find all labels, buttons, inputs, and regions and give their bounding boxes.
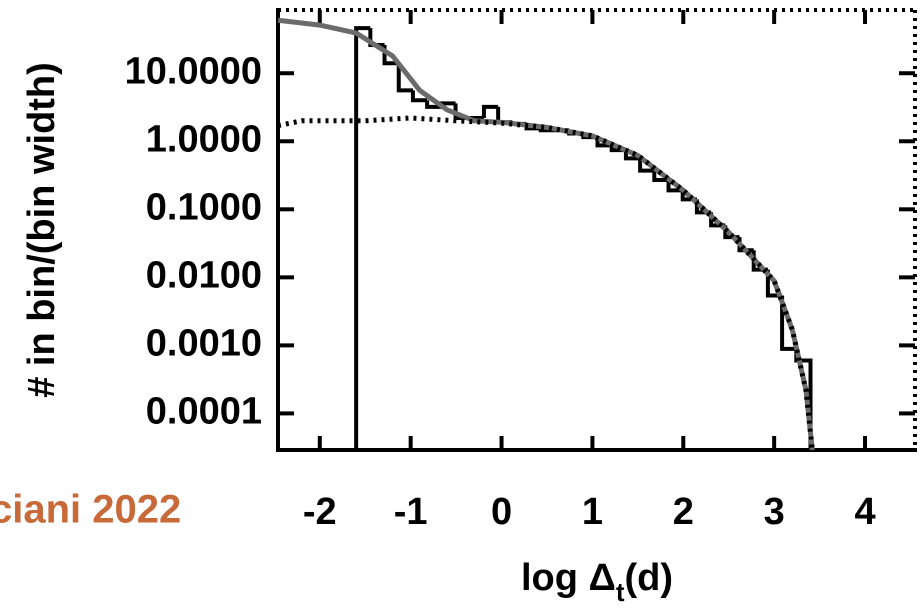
y-tick-label: 0.0010 [146,322,262,364]
histogram-step [666,179,683,193]
histogram-step [396,63,413,93]
x-tick-label: -1 [394,491,428,533]
x-axis-label-part: (d) [625,557,674,599]
x-tick-label: 1 [582,491,603,533]
x-axis-label-subscript: t [616,577,625,607]
y-tick-label: 1.0000 [146,118,262,160]
histogram-step [354,26,371,450]
x-tick-label: 3 [764,491,785,533]
y-tick-label: 0.0001 [146,390,262,432]
histogram-step [652,170,669,182]
model-curve [277,115,815,451]
annotation: ciani 2022 [0,488,181,532]
x-tick-label: 0 [491,491,512,533]
histogram-step [425,100,442,109]
x-tick-label: -2 [303,491,337,533]
histogram-step [638,158,655,173]
y-tick-label: 0.0100 [146,254,262,296]
x-axis-label-part: log Δ [521,557,616,599]
y-tick-label: 10.0000 [125,50,262,92]
x-tick-label: 2 [673,491,694,533]
histogram-step [481,104,499,118]
x-axis-label: log Δt(d) [521,557,673,607]
histogram-step [410,90,428,103]
y-axis-label: # in bin/(bin width) [21,62,63,398]
histogram-step [780,295,797,351]
x-tick-label: 4 [854,491,875,533]
y-tick-label: 0.1000 [146,186,262,228]
